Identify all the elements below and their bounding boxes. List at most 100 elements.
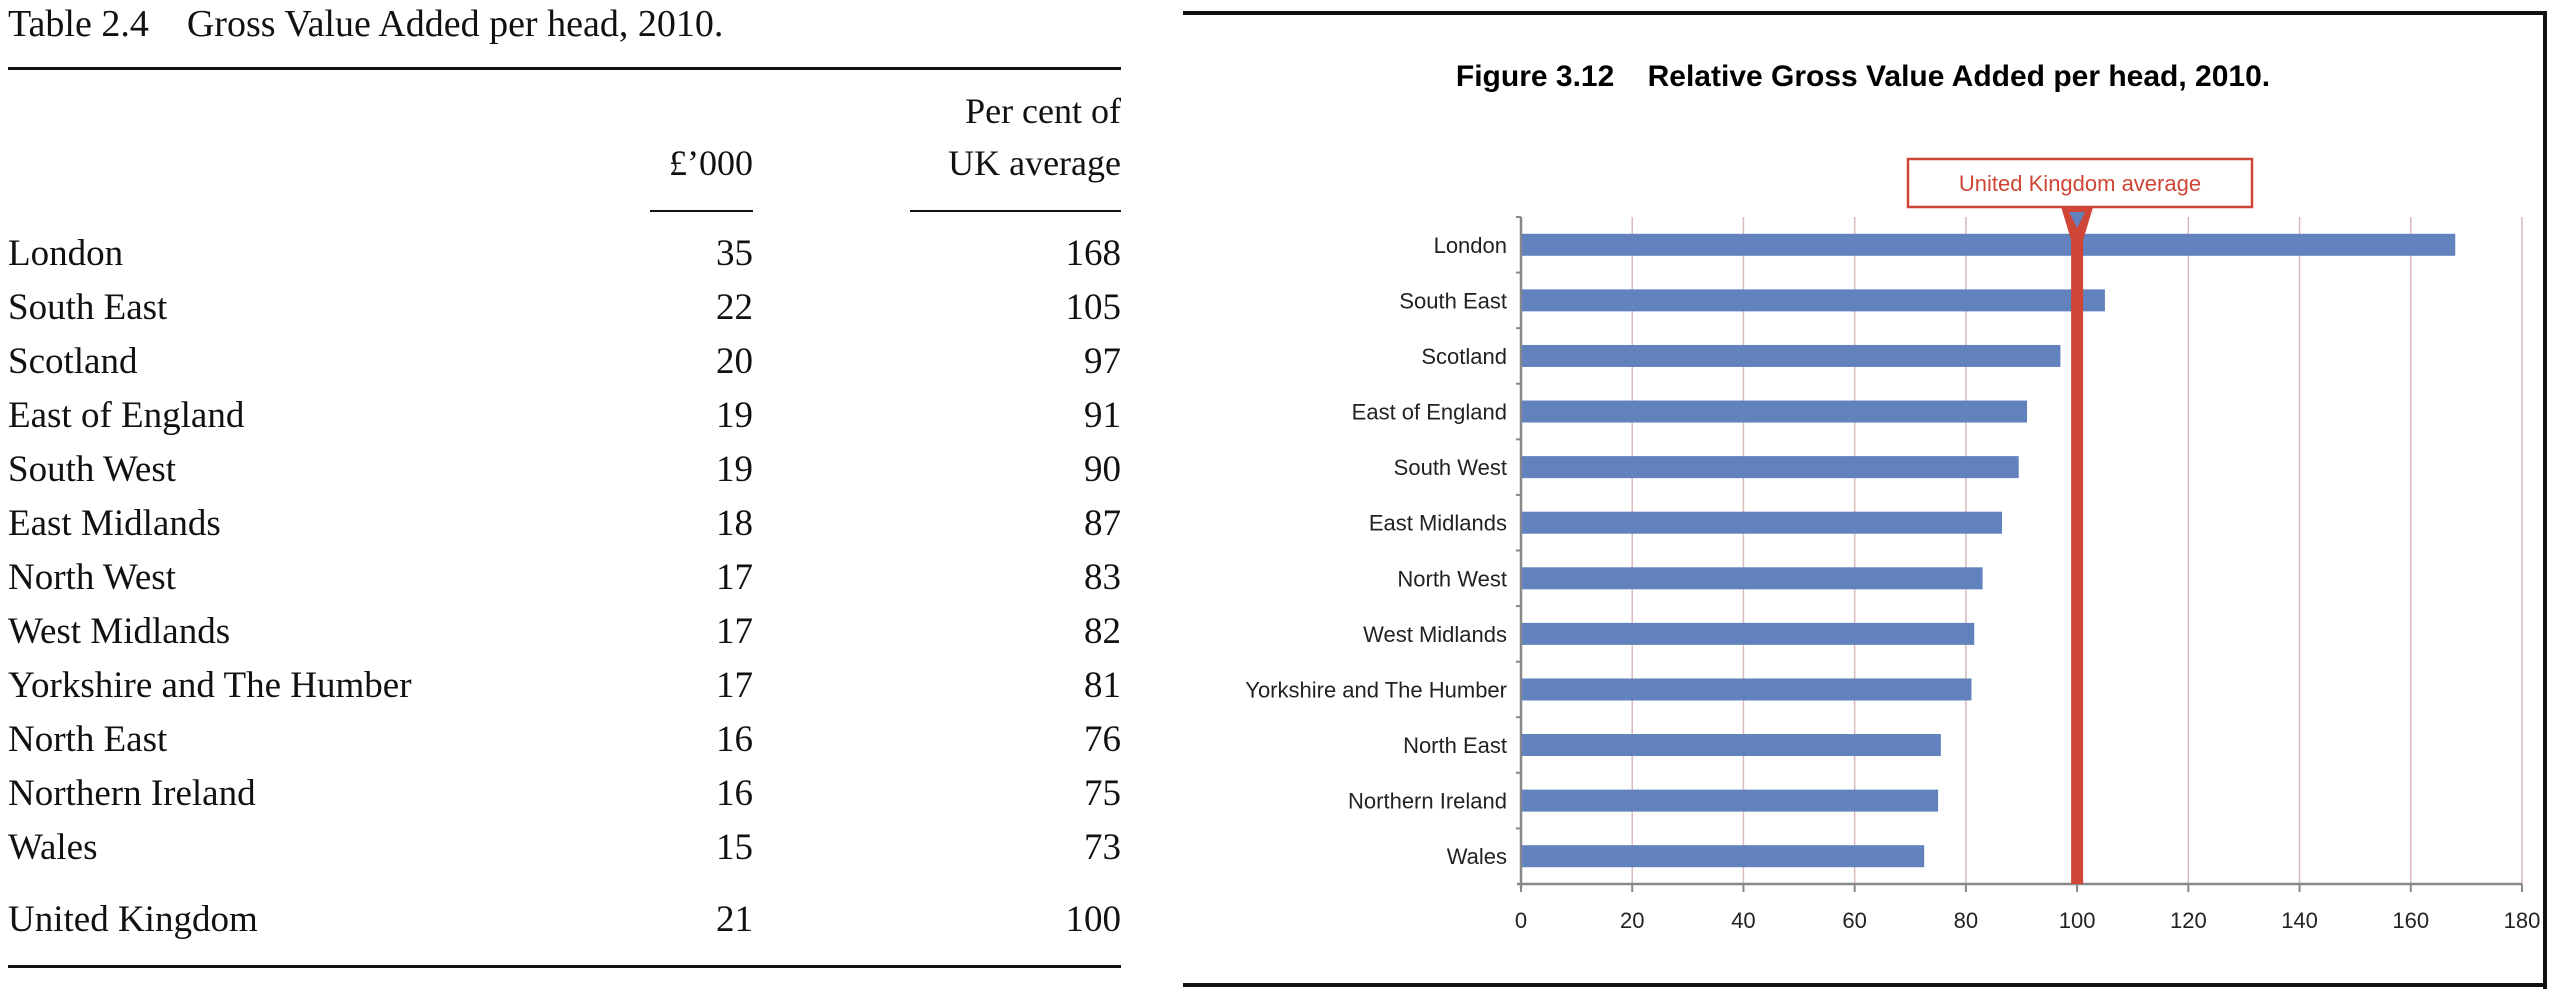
table-row: South East 22 105 (8, 286, 1121, 340)
cell-region: Scotland (8, 341, 138, 382)
reference-label: United Kingdom average (1959, 171, 2201, 196)
cell-pct: 76 (1084, 719, 1121, 760)
category-label: South East (1399, 288, 1507, 313)
category-label: Scotland (1421, 344, 1507, 369)
bar (1522, 845, 1925, 868)
col-header-gva: £’000 (669, 143, 753, 183)
cell-region: East Midlands (8, 503, 221, 544)
x-tick-label: 140 (2281, 908, 2318, 933)
bar (1522, 344, 2061, 367)
table-row: West Midlands 17 82 (8, 610, 1121, 664)
category-label: North East (1403, 733, 1507, 758)
cell-region: Northern Ireland (8, 773, 256, 814)
figure-title: Figure 3.12 Relative Gross Value Added p… (1455, 60, 2271, 93)
cell-gva: 22 (716, 287, 753, 328)
reference-line (2071, 212, 2084, 884)
col-header-pct-rule (910, 210, 1121, 212)
category-label: East Midlands (1369, 511, 1507, 536)
x-tick-label: 60 (1842, 908, 1866, 933)
x-tick-label: 80 (1954, 908, 1978, 933)
bar (1522, 456, 2019, 479)
cell-pct: 83 (1084, 557, 1121, 598)
table-title: Table 2.4 Gross Value Added per head, 20… (8, 3, 724, 45)
cell-region: East of England (8, 395, 245, 436)
table-row: London 35 168 (8, 232, 1121, 286)
cell-gva: 16 (716, 719, 753, 760)
table-bottom-rule (8, 965, 1121, 968)
cell-gva: 18 (716, 503, 753, 544)
cell-pct: 91 (1084, 395, 1121, 436)
figure-frame-right (2543, 11, 2547, 989)
total-region: United Kingdom (8, 899, 258, 940)
cell-gva: 17 (716, 665, 753, 706)
bar (1522, 734, 1941, 757)
bar (1522, 511, 2003, 534)
col-header-pct-line1: Per cent of (965, 91, 1121, 131)
cell-gva: 17 (716, 611, 753, 652)
table-row: Wales 15 73 (8, 826, 1121, 880)
bar (1522, 400, 2028, 423)
cell-gva: 19 (716, 449, 753, 490)
cell-pct: 82 (1084, 611, 1121, 652)
cell-region: London (8, 233, 124, 274)
category-label: South West (1394, 455, 1507, 480)
cell-region: South West (8, 449, 176, 490)
cell-pct: 105 (1065, 287, 1122, 328)
x-tick-label: 0 (1515, 908, 1527, 933)
category-label: Wales (1447, 844, 1507, 869)
col-header-pct-line2: UK average (948, 143, 1121, 183)
table-row: South West 19 90 (8, 448, 1121, 502)
bar (1522, 289, 2105, 312)
category-label: Yorkshire and The Humber (1245, 677, 1507, 702)
cell-pct: 90 (1084, 449, 1121, 490)
reference-label-box (1906, 157, 2254, 209)
category-label: Northern Ireland (1348, 789, 1507, 814)
table-row: Northern Ireland 16 75 (8, 772, 1121, 826)
category-label: North West (1397, 566, 1507, 591)
cell-gva: 17 (716, 557, 753, 598)
figure-frame-bottom (1183, 983, 2547, 987)
cell-region: North West (8, 557, 176, 598)
cell-pct: 75 (1084, 773, 1121, 814)
bar (1522, 789, 1939, 812)
cell-region: Yorkshire and The Humber (8, 665, 412, 706)
cell-region: Wales (8, 827, 98, 868)
x-tick-label: 100 (2059, 908, 2096, 933)
cell-pct: 73 (1084, 827, 1121, 868)
table-row: North West 17 83 (8, 556, 1121, 610)
x-tick-label: 180 (2504, 908, 2541, 933)
table-row: East of England 19 91 (8, 394, 1121, 448)
category-label: West Midlands (1363, 622, 1507, 647)
table-row: Scotland 20 97 (8, 340, 1121, 394)
cell-pct: 97 (1084, 341, 1121, 382)
cell-gva: 20 (716, 341, 753, 382)
x-tick-label: 20 (1620, 908, 1644, 933)
x-tick-label: 120 (2170, 908, 2207, 933)
bar (1522, 678, 1972, 701)
total-gva: 21 (716, 899, 753, 940)
cell-pct: 87 (1084, 503, 1121, 544)
category-label: East of England (1352, 400, 1507, 425)
total-pct: 100 (1065, 899, 1122, 940)
cell-gva: 35 (716, 233, 753, 274)
cell-region: West Midlands (8, 611, 231, 652)
category-label: London (1434, 233, 1507, 258)
table-row: Yorkshire and The Humber 17 81 (8, 664, 1121, 718)
table-row: North East 16 76 (8, 718, 1121, 772)
cell-gva: 19 (716, 395, 753, 436)
cell-pct: 168 (1065, 233, 1122, 274)
x-tick-label: 40 (1731, 908, 1755, 933)
reference-marker-inner (2069, 212, 2086, 228)
bar (1522, 233, 2456, 256)
cell-gva: 15 (716, 827, 753, 868)
x-tick-label: 160 (2392, 908, 2429, 933)
cell-gva: 16 (716, 773, 753, 814)
col-header-gva-rule (650, 210, 753, 212)
cell-pct: 81 (1084, 665, 1121, 706)
figure-frame-top (1183, 11, 2547, 15)
table-row: East Midlands 18 87 (8, 502, 1121, 556)
bar (1522, 567, 1983, 590)
cell-region: South East (8, 287, 168, 328)
bar (1522, 622, 1975, 645)
